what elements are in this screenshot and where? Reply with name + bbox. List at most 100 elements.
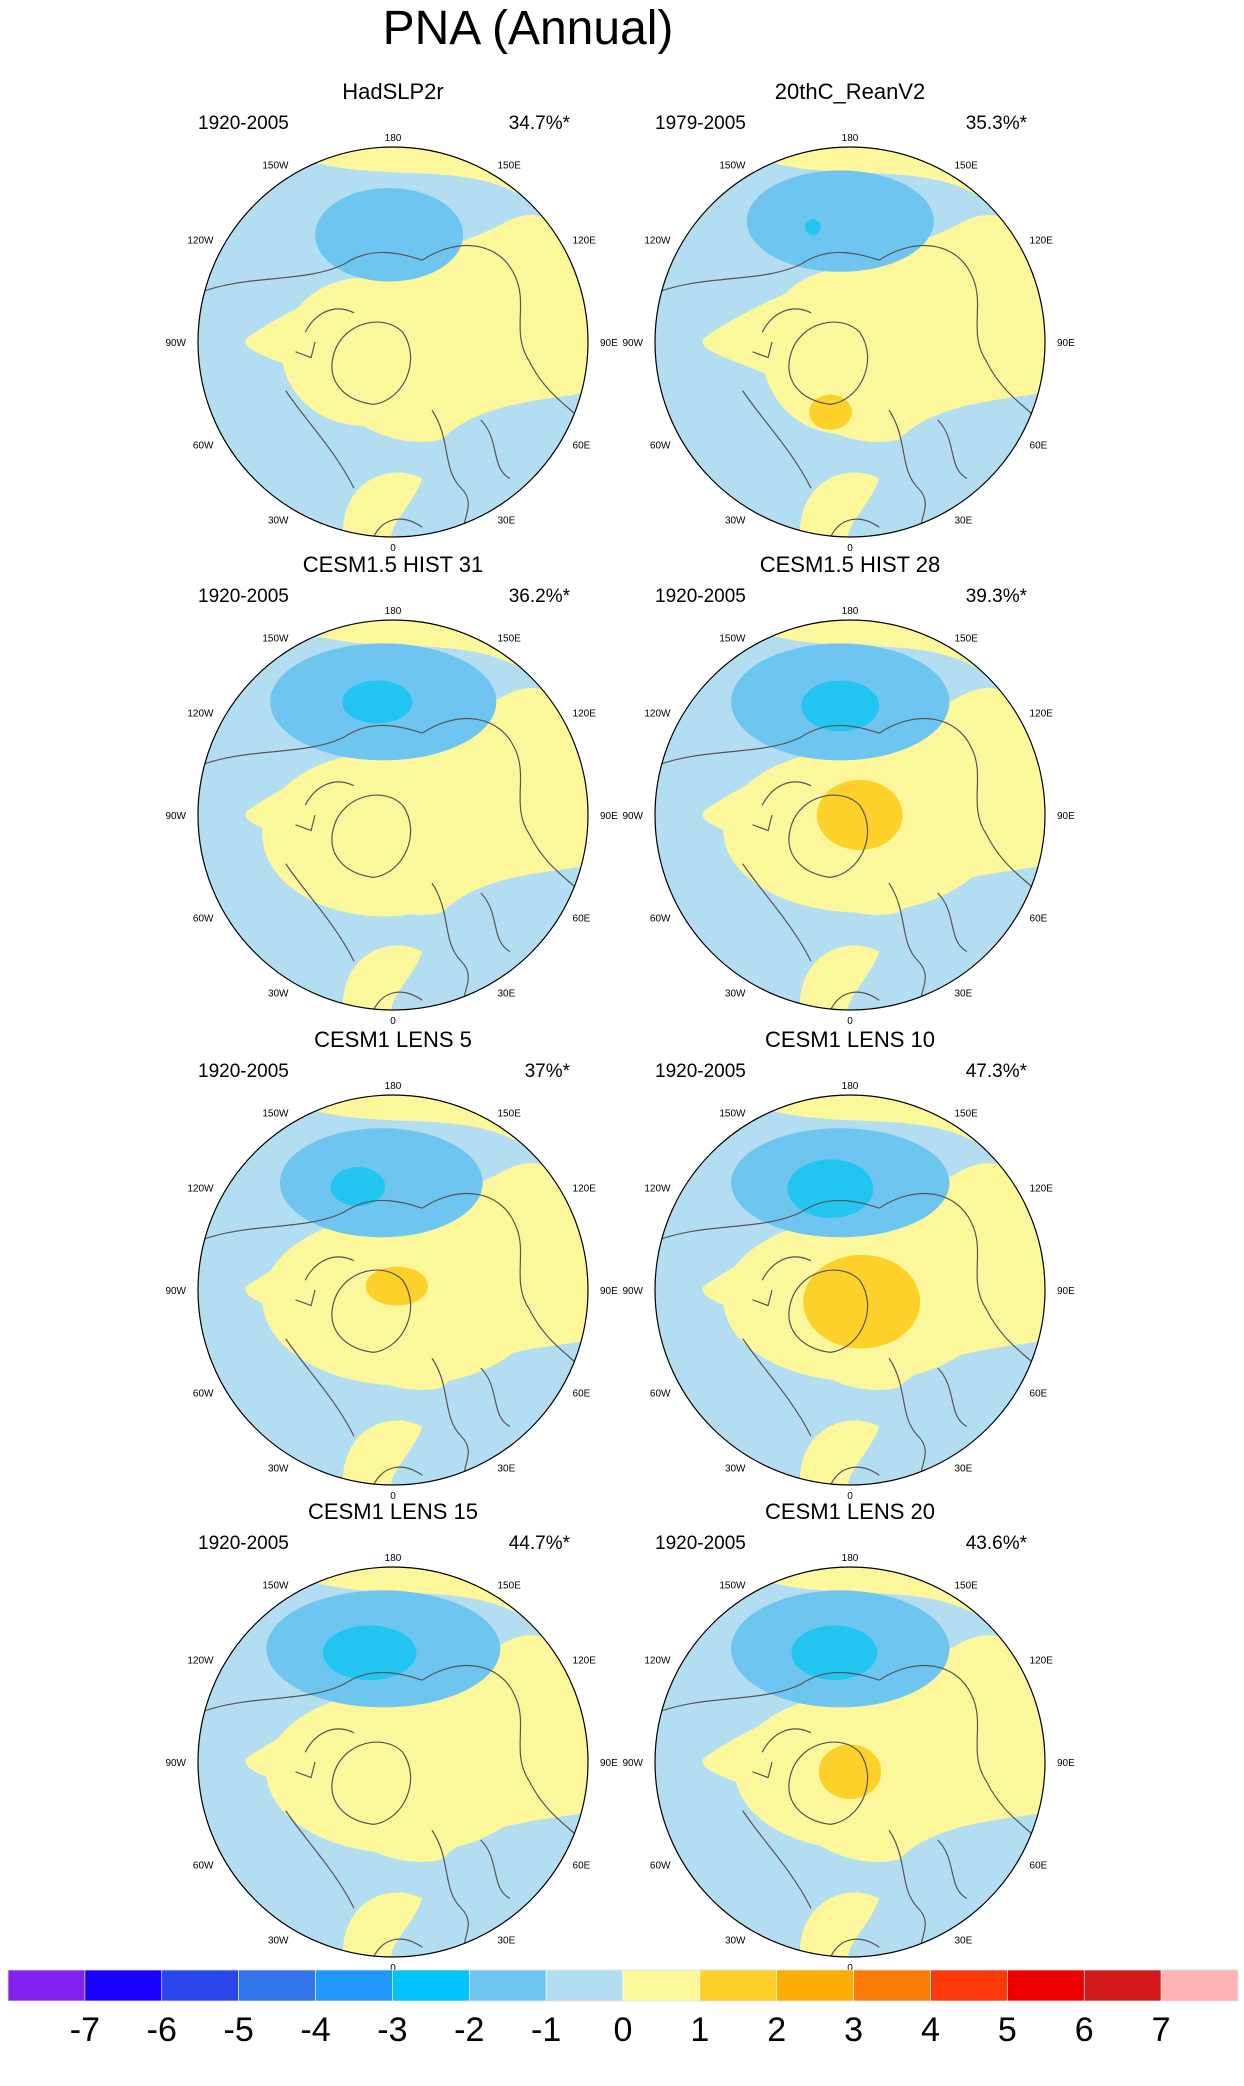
coastline [295, 341, 316, 359]
longitude-label: 90W [165, 1286, 186, 1297]
longitude-label: 90W [165, 1758, 186, 1769]
longitude-label: 0 [847, 1963, 853, 1974]
colorbar-tick-label: -7 [70, 2011, 100, 2049]
coastline [304, 1256, 355, 1281]
longitude-label: 90W [622, 1286, 643, 1297]
longitude-label: 180 [842, 606, 859, 617]
panel-variance: 35.3%* [966, 113, 1028, 134]
longitude-label: 120E [573, 709, 597, 720]
longitude-label: 0 [390, 543, 396, 554]
map-panel: 180 150E 120E 90E 60E 30E 0 30W 60W 90W 120W 150W Ha… [165, 79, 618, 554]
coastline [829, 518, 880, 537]
coastline [752, 341, 773, 359]
longitude-label: 90E [600, 338, 618, 349]
longitude-label: 60W [193, 441, 214, 452]
map-field [655, 1567, 1045, 1957]
coastline [480, 1839, 511, 1900]
panel-title: CESM1 LENS 15 [308, 1499, 478, 1524]
coastline [655, 251, 880, 294]
coastline [295, 1289, 316, 1307]
longitude-label: 180 [385, 1553, 402, 1564]
longitude-label: 30E [498, 516, 516, 527]
field-positive-lobe [266, 1689, 540, 1854]
longitude-label: 30W [268, 989, 289, 1000]
longitude-label: 150W [719, 160, 746, 171]
longitude-label: 120W [644, 1184, 671, 1195]
longitude-label: 90E [600, 811, 618, 822]
field-negative-core [322, 1625, 417, 1681]
coastline [331, 321, 412, 406]
coastline [829, 1938, 880, 1957]
colorbar-swatch [315, 1969, 393, 2002]
longitude-label: 30W [725, 1936, 746, 1947]
longitude-label: 120W [187, 236, 214, 247]
map-field [655, 620, 1045, 1010]
colorbar: -7 -6 -5 -4 -3 -2 -1 0 1 2 3 4 5 6 7 [7, 1969, 1239, 2049]
longitude-label: 0 [847, 1016, 853, 1027]
longitude-label: 120E [573, 1656, 597, 1667]
coastline [878, 1665, 1045, 1851]
colorbar-tick-label: -3 [377, 2011, 407, 2049]
longitude-label: 180 [385, 133, 402, 144]
field-positive-core [818, 1744, 882, 1800]
longitude-label: 120E [1030, 709, 1054, 720]
longitude-label: 60E [1030, 914, 1048, 925]
map-panel: 180 150E 120E 90E 60E 30E 0 30W 60W 90W 120W 150W CE… [622, 1499, 1075, 1974]
coastline [655, 1671, 880, 1714]
colorbar-tick-label: -4 [300, 2011, 330, 2049]
coastline [331, 1741, 412, 1826]
longitude-label: 0 [847, 1491, 853, 1502]
map-boundary [654, 146, 1046, 538]
longitude-label: 150E [955, 1580, 979, 1591]
coastline [788, 1741, 869, 1826]
colorbar-tick-label: 0 [614, 2011, 633, 2049]
panel-period: 1920-2005 [198, 586, 289, 607]
longitude-label: 90E [1057, 1286, 1075, 1297]
longitude-label: 180 [842, 1553, 859, 1564]
colorbar-tick-label: -5 [224, 2011, 254, 2049]
coastline [480, 892, 511, 953]
map-boundary [197, 146, 589, 538]
coastline [742, 1810, 812, 1909]
field-atlantic-positive [800, 1892, 880, 1957]
longitude-label: 120W [187, 1656, 214, 1667]
field-positive-lobe [281, 277, 446, 426]
colorbar-tick-label: -6 [147, 2011, 177, 2049]
panel-variance: 39.3%* [966, 586, 1028, 607]
longitude-label: 120W [644, 709, 671, 720]
map-panel: 180 150E 120E 90E 60E 30E 0 30W 60W 90W 120W 150W CE… [165, 1499, 618, 1974]
colorbar-swatch [853, 1969, 931, 2002]
longitude-label: 60E [573, 1389, 591, 1400]
coastline [331, 794, 412, 879]
coastline [285, 1810, 355, 1909]
longitude-label: 150W [262, 1580, 289, 1591]
colorbar-tick-label: -2 [454, 2011, 484, 2049]
longitude-label: 90W [165, 811, 186, 822]
coastline [742, 390, 812, 489]
coastline [752, 1289, 773, 1307]
colorbar-swatch [1007, 1969, 1085, 2002]
longitude-label: 30W [725, 1464, 746, 1475]
coastline [752, 814, 773, 832]
longitude-label: 180 [385, 1081, 402, 1092]
colorbar-tick-label: 7 [1152, 2011, 1171, 2049]
colorbar-swatch [930, 1969, 1008, 2002]
colorbar-swatch [7, 1969, 86, 2002]
colorbar-swatch [392, 1969, 470, 2002]
coastline [331, 1269, 412, 1354]
field-negative-center [746, 170, 934, 272]
panel-variance: 47.3%* [966, 1061, 1028, 1082]
field-positive-lobe [262, 752, 505, 917]
coastlines [655, 718, 1045, 1010]
longitude-label: 90E [1057, 338, 1075, 349]
longitude-label: 60W [650, 1389, 671, 1400]
coastline [285, 1338, 355, 1437]
longitude-label: 30W [725, 516, 746, 527]
coastline [421, 245, 588, 431]
coastline [480, 419, 511, 480]
colorbar-tick-label: 3 [844, 2011, 863, 2049]
longitude-label: 150W [719, 633, 746, 644]
coastline [761, 1256, 812, 1281]
field-positive-core [816, 779, 903, 851]
panel-variance: 34.7%* [509, 113, 571, 134]
